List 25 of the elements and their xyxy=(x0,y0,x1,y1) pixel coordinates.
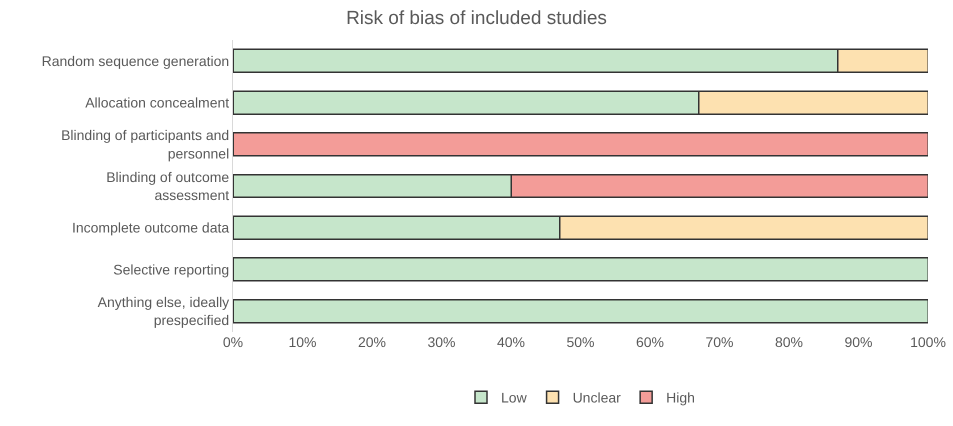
x-tick-label: 70% xyxy=(705,334,734,350)
y-tick-label: Blinding of outcome assessment xyxy=(106,168,230,203)
x-tick-label: 100% xyxy=(910,334,946,350)
legend-label: High xyxy=(666,390,695,406)
bar xyxy=(233,132,928,157)
x-tick-label: 20% xyxy=(358,334,386,350)
x-tick-label: 50% xyxy=(566,334,595,350)
x-tick-label: 80% xyxy=(774,334,804,350)
x-tick-label: 0% xyxy=(222,334,244,350)
x-tick-label: 90% xyxy=(844,334,873,350)
y-tick-label: Random sequence generation xyxy=(42,52,230,69)
y-tick-label: Incomplete outcome data xyxy=(72,220,230,236)
chart-title: Risk of bias of included studies xyxy=(346,8,607,29)
x-tick-label: 60% xyxy=(636,334,664,350)
y-tick-label: Selective reporting xyxy=(113,261,230,278)
bar xyxy=(233,257,928,282)
y-tick-label: Allocation concealment xyxy=(85,94,230,110)
bar xyxy=(233,298,928,324)
y-tick-label: Anything else, ideally prespecified xyxy=(98,294,230,328)
legend-label: Low xyxy=(501,390,528,406)
x-tick-label: 40% xyxy=(496,334,526,350)
x-tick-label: 10% xyxy=(288,334,317,350)
y-tick-label: Blinding of participants and personnel xyxy=(61,127,230,162)
legend-label: Unclear xyxy=(572,390,622,406)
x-tick-label: 30% xyxy=(427,334,456,350)
